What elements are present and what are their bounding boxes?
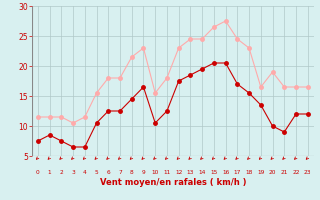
X-axis label: Vent moyen/en rafales ( km/h ): Vent moyen/en rafales ( km/h ): [100, 178, 246, 187]
